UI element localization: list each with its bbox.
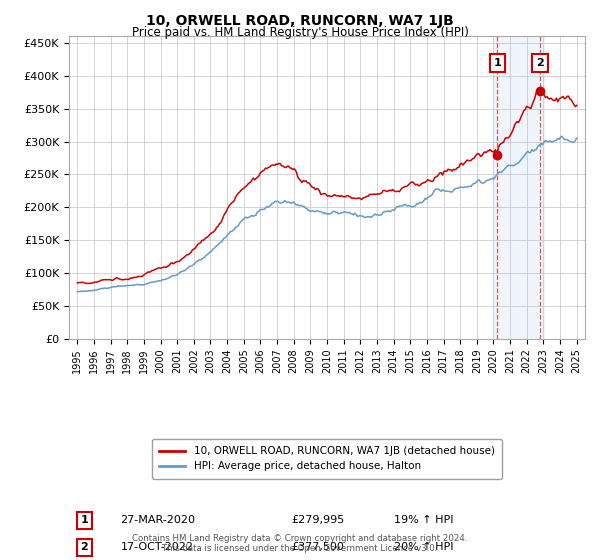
Legend: 10, ORWELL ROAD, RUNCORN, WA7 1JB (detached house), HPI: Average price, detached: 10, ORWELL ROAD, RUNCORN, WA7 1JB (detac… <box>152 439 502 479</box>
Text: Price paid vs. HM Land Registry's House Price Index (HPI): Price paid vs. HM Land Registry's House … <box>131 26 469 39</box>
Text: £279,995: £279,995 <box>291 515 344 525</box>
Text: 20% ↑ HPI: 20% ↑ HPI <box>394 543 454 553</box>
Text: Contains HM Land Registry data © Crown copyright and database right 2024.
This d: Contains HM Land Registry data © Crown c… <box>132 534 468 553</box>
Text: 1: 1 <box>493 58 501 68</box>
Text: 19% ↑ HPI: 19% ↑ HPI <box>394 515 454 525</box>
Text: 2: 2 <box>80 543 88 553</box>
Text: £377,500: £377,500 <box>291 543 344 553</box>
Text: 1: 1 <box>80 515 88 525</box>
Text: 2: 2 <box>536 58 544 68</box>
Text: 27-MAR-2020: 27-MAR-2020 <box>121 515 196 525</box>
Bar <box>493 36 545 339</box>
Text: 10, ORWELL ROAD, RUNCORN, WA7 1JB: 10, ORWELL ROAD, RUNCORN, WA7 1JB <box>146 14 454 28</box>
Text: 17-OCT-2022: 17-OCT-2022 <box>121 543 194 553</box>
